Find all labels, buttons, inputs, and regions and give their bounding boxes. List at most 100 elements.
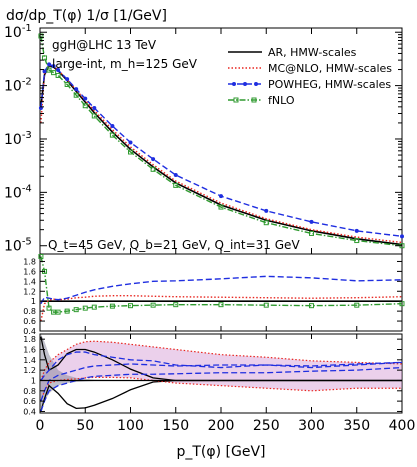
mcatnlo-band <box>40 341 402 402</box>
main-series-4-point <box>91 113 97 119</box>
ratio-series-4-line <box>40 256 403 313</box>
main-series-4-point <box>128 149 133 155</box>
legend-marker-4 <box>233 97 239 103</box>
y-axis-title: dσ/dp_T(φ) 1/σ [1/GeV] <box>6 8 167 24</box>
ratio-series-4-point <box>354 302 360 308</box>
bands-y-tick-label: 1.8 <box>23 335 36 344</box>
legend-marker-3 <box>254 82 258 86</box>
x-tick-label: 150 <box>162 418 189 434</box>
main-series-4-point <box>150 166 156 172</box>
legend-marker-3 <box>232 82 236 86</box>
x-tick-label: 350 <box>343 418 370 434</box>
mcatnlo-envelope-upper <box>40 340 403 381</box>
ratio-series-4-point <box>51 309 57 315</box>
legend-marker-3 <box>243 82 247 86</box>
ratio-series-4-point <box>218 302 224 308</box>
bands-y-ticks: 0.40.60.8 11.21.4 1.61.8 <box>23 335 402 416</box>
x-tick-label: 50 <box>76 418 94 434</box>
bands-panel: 0.40.60.8 11.21.4 1.61.8 0 50 100 150 200 250 30… <box>23 333 415 434</box>
x-tick-label: 300 <box>298 418 325 434</box>
main-series-3-point <box>42 69 47 74</box>
bands-x-ticks: 0 50 100 150 200 250 300 350 400 <box>36 334 415 434</box>
main-series-3-point <box>219 194 223 199</box>
legend-marker-4 <box>251 97 257 103</box>
ratio-series-4-point <box>173 302 179 308</box>
main-y-tick-label: 10-2 <box>4 77 32 95</box>
main-series-3-point <box>128 140 133 145</box>
ratio-series-3-line <box>40 275 403 305</box>
x-tick-label: 0 <box>36 418 45 434</box>
main-series-4-line <box>40 35 403 247</box>
ratio-series-4-point <box>38 253 44 259</box>
main-series-3-point <box>151 157 156 162</box>
main-series-3-point <box>92 106 97 111</box>
legend: AR, HMW-scales MC@NLO, HMW-scales POWHEG, … <box>228 46 392 107</box>
bands-y-tick-label: 1.6 <box>23 345 36 354</box>
legend-label-4: fNLO <box>268 94 295 107</box>
main-series-3-point <box>56 68 61 73</box>
ratio-y-tick-label: 0.8 <box>23 307 36 316</box>
legend-label-3: POWHEG, HMW-scales <box>268 78 391 91</box>
mcatnlo-envelope-lower <box>40 376 402 402</box>
main-y-tick-label: 10-1 <box>4 23 32 41</box>
main-series-4-point <box>51 70 57 76</box>
main-series-4-point <box>42 55 48 61</box>
ratio-panel: 0.40.60.811.21.41.61.8 <box>23 253 405 336</box>
ratio-series-4-point <box>109 303 115 309</box>
main-series-4-point <box>309 230 314 236</box>
main-series-3-point <box>110 124 115 129</box>
main-series-2-line <box>40 64 403 244</box>
ratio-series-2-line <box>40 295 403 322</box>
bands-y-tick-label: 0.8 <box>23 387 36 396</box>
powheg-central-line <box>40 361 403 402</box>
ratio-y-ticks: 0.40.60.811.21.41.61.8 <box>23 257 402 336</box>
ratio-series-4-point <box>64 308 70 314</box>
bands-y-tick-label: 1.4 <box>23 356 36 365</box>
bands-y-tick-label: 0.4 <box>23 407 36 416</box>
bands-y-tick-label: 1 <box>31 376 36 385</box>
ratio-series-4-point <box>82 305 88 311</box>
ratio-y-tick-label: 0.4 <box>23 327 36 336</box>
ratio-series-4-point <box>46 305 52 311</box>
ratio-y-tick-label: 1.4 <box>23 277 36 286</box>
main-y-tick-label: 10-5 <box>4 237 32 255</box>
main-y-tick-label: 10-3 <box>4 130 32 148</box>
ratio-y-tick-label: 1.2 <box>23 287 36 296</box>
main-series-4-point <box>38 33 44 39</box>
main-series-1-line <box>40 64 403 246</box>
bands-panel-plot <box>40 334 403 412</box>
ratio-panel-plot <box>38 253 405 322</box>
powheg-lower-line <box>40 366 403 412</box>
main-series-3-point <box>51 64 56 69</box>
ratio-panel-frame <box>39 253 403 332</box>
main-series-4-point <box>55 72 61 78</box>
main-series-4-point <box>263 220 269 226</box>
main-y-ticks: 10-1 10-2 10-3 10-4 10-5 <box>4 23 402 255</box>
main-series-4-point <box>82 103 88 109</box>
x-tick-label: 250 <box>253 418 280 434</box>
main-series-4-point <box>173 182 179 188</box>
ratio-series-4-point <box>150 302 156 308</box>
x-tick-label: 100 <box>117 418 144 434</box>
setup-annotation: large-int, m_h=125 GeV <box>52 57 198 71</box>
main-series-4-point <box>218 204 224 210</box>
main-x-ticks <box>39 28 403 254</box>
ratio-y-tick-label: 1.6 <box>23 267 36 276</box>
main-series-4-point <box>354 238 360 244</box>
ratio-series-4-point <box>309 303 314 309</box>
main-series-3-point <box>309 219 314 224</box>
main-series-3-point <box>400 234 404 239</box>
main-panel-clip-group <box>38 33 405 249</box>
x-axis-title: p_T(φ) [GeV] <box>176 444 265 460</box>
legend-label-2: MC@NLO, HMW-scales <box>268 62 392 75</box>
main-series-3-point <box>354 228 359 233</box>
x-tick-label: 200 <box>208 418 235 434</box>
ratio-series-4-point <box>128 303 133 309</box>
ratio-series-4-point <box>73 307 79 313</box>
ratio-y-tick-label: 0.6 <box>23 317 36 326</box>
main-y-tick-label: 10-4 <box>4 183 32 201</box>
scales-annotation: Q_t=45 GeV, Q_b=21 GeV, Q_int=31 GeV <box>48 238 300 252</box>
ratio-x-ticks <box>39 326 403 331</box>
main-series-3-point <box>173 173 178 178</box>
ratio-series-4-point <box>263 302 269 308</box>
